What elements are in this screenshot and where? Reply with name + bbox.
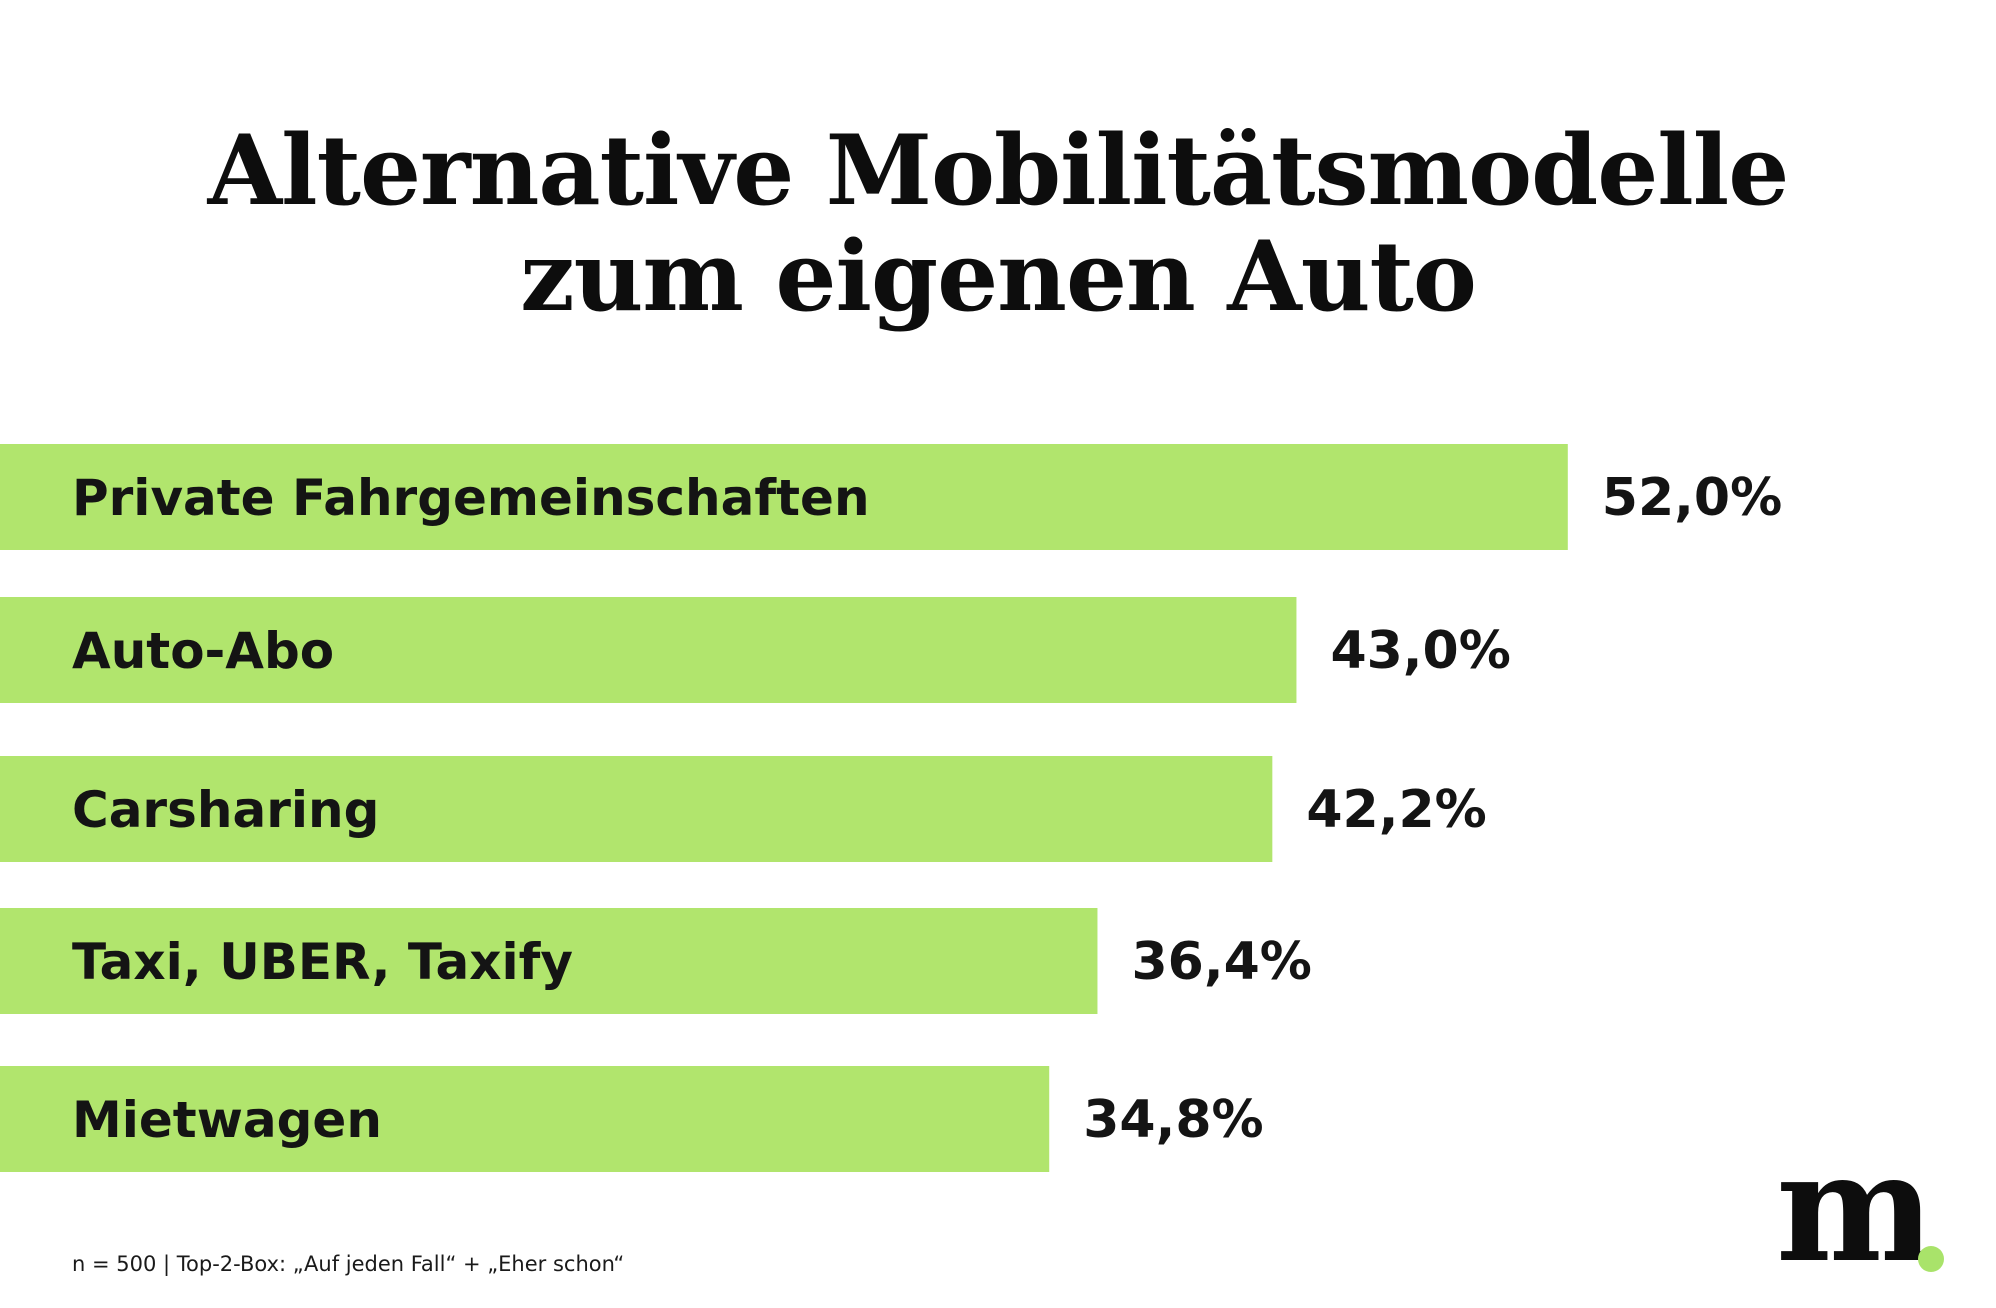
bar-category-label: Private Fahrgemeinschaften [72, 469, 870, 527]
bar-value-label: 52,0% [1602, 468, 1782, 528]
bar-category-label: Carsharing [72, 781, 379, 839]
chart-title-line-1: Alternative Mobilitätsmodelle [207, 114, 1790, 227]
chart-title: Alternative Mobilitätsmodelle zum eigene… [0, 118, 1996, 330]
bar-1 [0, 597, 1297, 703]
brand-m-logo-icon: m [1776, 1133, 1956, 1283]
logo-dot [1918, 1246, 1944, 1272]
bar-value-label: 43,0% [1330, 621, 1510, 681]
bar-value-label: 42,2% [1306, 780, 1486, 840]
bar-category-label: Auto-Abo [72, 622, 334, 680]
bar-category-label: Mietwagen [72, 1091, 382, 1149]
logo-letter: m [1776, 1120, 1935, 1296]
bar-value-label: 34,8% [1083, 1090, 1263, 1150]
bar-2 [0, 756, 1273, 862]
bar-4 [0, 1066, 1050, 1172]
bar-3 [0, 908, 1098, 1014]
chart-title-line-2: zum eigenen Auto [520, 220, 1477, 333]
bar-0 [0, 444, 1568, 550]
bar-category-label: Taxi, UBER, Taxify [72, 933, 573, 991]
footnote: n = 500 | Top-2-Box: „Auf jeden Fall“ + … [72, 1252, 625, 1276]
bar-value-label: 36,4% [1131, 932, 1311, 992]
